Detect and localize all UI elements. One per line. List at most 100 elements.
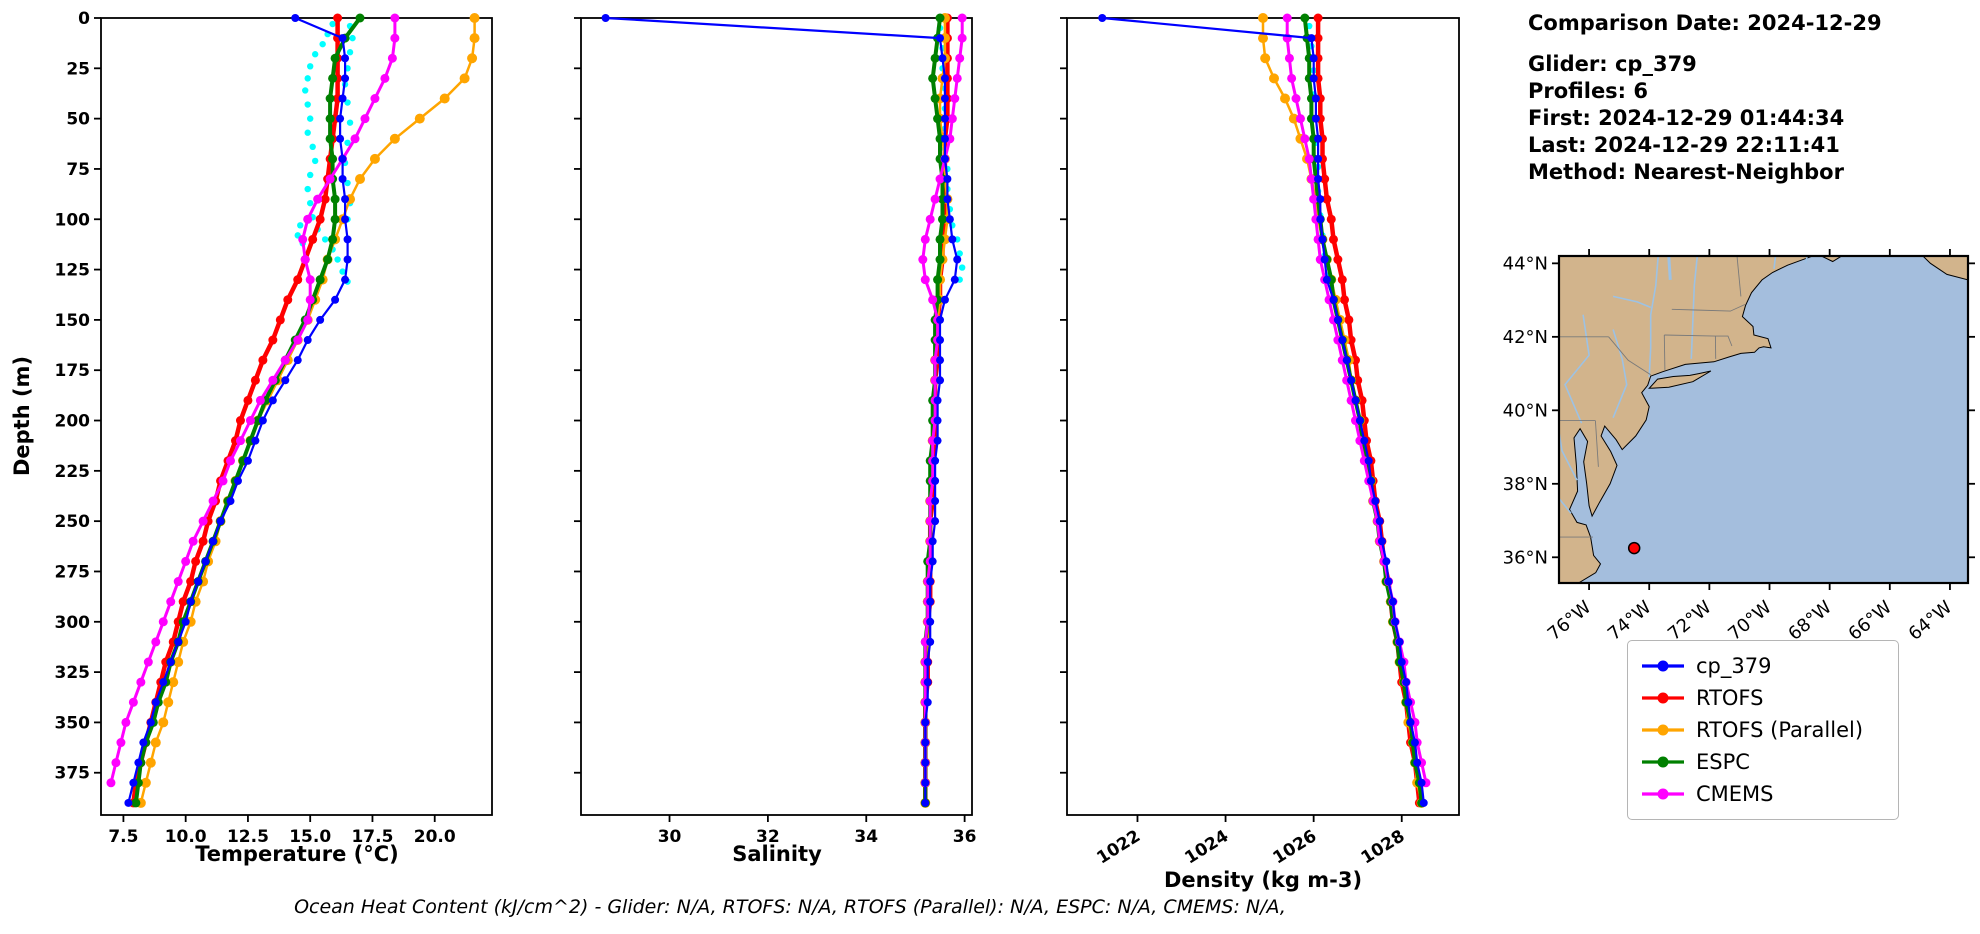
series-marker-CMEMS bbox=[298, 234, 308, 244]
series-marker-cp_379 bbox=[948, 235, 957, 244]
density-panel: 1022 1024 1026 1028 bbox=[1060, 13, 1460, 868]
map-river bbox=[1564, 314, 1590, 424]
series-marker-CMEMS bbox=[226, 456, 236, 466]
series-marker-CMEMS bbox=[1300, 134, 1310, 144]
series-marker-cp_379 bbox=[926, 617, 935, 626]
glider-raw-profiles-point bbox=[334, 256, 341, 263]
legend-label: cp_379 bbox=[1696, 654, 1772, 678]
series-marker-cp_379 bbox=[233, 476, 242, 485]
y-tick-label: 25 bbox=[66, 59, 90, 79]
series-marker-cp_379 bbox=[936, 34, 945, 43]
map-lat-label: 42°N bbox=[1503, 327, 1548, 348]
series-marker-cp_379 bbox=[331, 295, 340, 304]
glider-text: Glider: cp_379 bbox=[1528, 52, 1697, 76]
map-river bbox=[1612, 329, 1628, 419]
series-marker-CMEMS bbox=[925, 214, 935, 224]
series-marker-cp_379 bbox=[940, 154, 949, 163]
series-marker-cp_379 bbox=[146, 718, 155, 727]
series-marker-cp_379 bbox=[953, 255, 962, 264]
series-marker-cp_379 bbox=[1388, 597, 1397, 606]
series-marker-CMEMS bbox=[957, 13, 967, 23]
series-marker-RTOFS bbox=[1328, 234, 1338, 244]
series-marker-cp_379 bbox=[343, 255, 352, 264]
series-marker-RTOFS (Parallel) bbox=[1269, 73, 1280, 84]
x-tick-label: 1022 bbox=[1093, 826, 1144, 868]
map-lat-label: 44°N bbox=[1503, 253, 1548, 274]
series-marker-cp_379 bbox=[1375, 517, 1384, 526]
series-marker-ESPC bbox=[930, 53, 940, 63]
series-marker-CMEMS bbox=[935, 174, 945, 184]
series-marker-RTOFS bbox=[1313, 13, 1323, 23]
series-marker-cp_379 bbox=[174, 637, 183, 646]
series-marker-CMEMS bbox=[1291, 94, 1301, 104]
map-lon-label: 70°W bbox=[1724, 597, 1776, 645]
series-marker-CMEMS bbox=[245, 416, 255, 426]
series-marker-cp_379 bbox=[943, 195, 952, 204]
map-river bbox=[1690, 256, 1699, 359]
series-marker-RTOFS bbox=[1320, 174, 1330, 184]
map-lat-label: 40°N bbox=[1503, 400, 1548, 421]
series-marker-RTOFS bbox=[1326, 214, 1336, 224]
series-marker-cp_379 bbox=[1307, 34, 1316, 43]
series-marker-RTOFS bbox=[1313, 33, 1323, 43]
series-marker-RTOFS bbox=[243, 395, 253, 405]
series-marker-CMEMS bbox=[300, 255, 310, 265]
series-marker-CMEMS bbox=[930, 194, 940, 204]
y-tick-label: 50 bbox=[66, 110, 90, 130]
series-marker-RTOFS (Parallel) bbox=[150, 737, 161, 748]
series-marker-CMEMS bbox=[957, 33, 967, 43]
series-marker-ESPC bbox=[325, 134, 335, 144]
series-marker-RTOFS (Parallel) bbox=[469, 13, 480, 23]
series-marker-RTOFS (Parallel) bbox=[145, 757, 156, 768]
series-marker-ESPC bbox=[935, 255, 945, 265]
density-axis-label: Density (kg m-3) bbox=[1163, 868, 1363, 892]
y-tick-label: 100 bbox=[55, 210, 91, 230]
glider-raw-profiles-point bbox=[339, 268, 346, 275]
series-marker-CMEMS bbox=[255, 395, 265, 405]
x-tick-label: 7.5 bbox=[108, 827, 138, 847]
legend-swatch bbox=[1642, 692, 1684, 704]
series-marker-cp_379 bbox=[933, 436, 942, 445]
series-marker-cp_379 bbox=[940, 295, 949, 304]
series-marker-cp_379 bbox=[1397, 658, 1406, 667]
y-tick-label: 375 bbox=[55, 764, 91, 784]
series-marker-ESPC bbox=[330, 194, 340, 204]
series-marker-cp_379 bbox=[129, 778, 138, 787]
series-marker-CMEMS bbox=[387, 53, 397, 63]
map-river bbox=[1804, 256, 1808, 264]
series-marker-CMEMS bbox=[121, 717, 131, 727]
plot-frame bbox=[1066, 17, 1460, 816]
series-marker-ESPC bbox=[933, 114, 943, 124]
series-marker-cp_379 bbox=[921, 718, 930, 727]
series-marker-ESPC bbox=[330, 214, 340, 224]
y-tick-label: 125 bbox=[55, 261, 91, 281]
y-tick-label: 300 bbox=[55, 613, 91, 633]
glider-raw-profiles-point bbox=[306, 199, 314, 207]
series-marker-cp_379 bbox=[1395, 637, 1404, 646]
series-marker-CMEMS bbox=[1282, 13, 1292, 23]
legend-label: ESPC bbox=[1696, 750, 1750, 774]
x-tick-label: 1026 bbox=[1270, 826, 1321, 868]
y-tick-label: 350 bbox=[55, 713, 91, 733]
series-marker-CMEMS bbox=[116, 738, 126, 748]
series-marker-cp_379 bbox=[921, 758, 930, 767]
series-marker-RTOFS (Parallel) bbox=[369, 153, 380, 164]
series-marker-cp_379 bbox=[921, 798, 930, 807]
series-line-cp_379 bbox=[1101, 16, 1425, 804]
series-marker-cp_379 bbox=[1371, 497, 1380, 506]
series-marker-CMEMS bbox=[920, 234, 930, 244]
series-marker-RTOFS (Parallel) bbox=[173, 657, 184, 668]
comparison-date-text: Comparison Date: 2024-12-29 bbox=[1528, 11, 1882, 35]
legend-label: CMEMS bbox=[1696, 782, 1774, 806]
series-marker-cp_379 bbox=[936, 356, 945, 365]
series-marker-RTOFS (Parallel) bbox=[1288, 113, 1299, 124]
series-marker-RTOFS bbox=[293, 275, 303, 285]
series-marker-cp_379 bbox=[1347, 376, 1356, 385]
series-marker-cp_379 bbox=[1382, 557, 1391, 566]
series-marker-cp_379 bbox=[281, 376, 290, 385]
series-marker-cp_379 bbox=[933, 396, 942, 405]
map-frame bbox=[1557, 254, 1970, 585]
series-marker-RTOFS (Parallel) bbox=[414, 113, 425, 124]
series-marker-cp_379 bbox=[940, 74, 949, 83]
series-marker-cp_379 bbox=[1316, 195, 1325, 204]
